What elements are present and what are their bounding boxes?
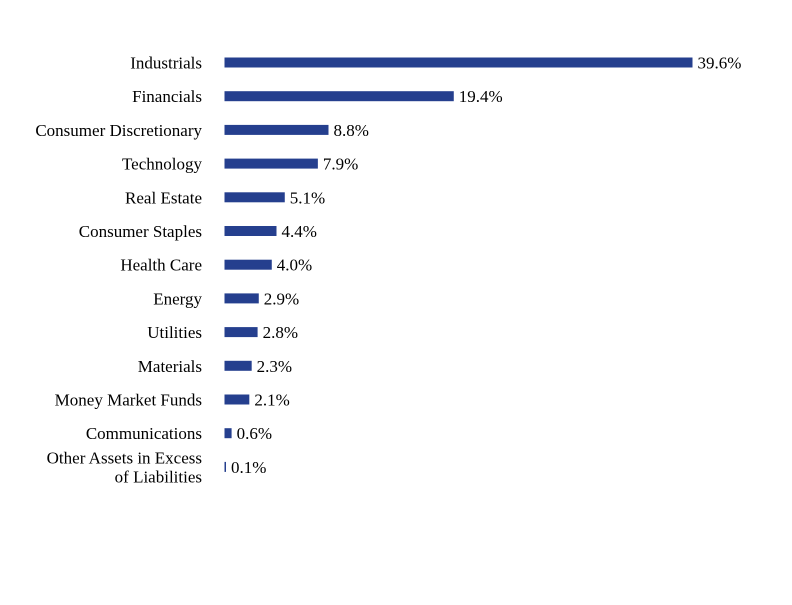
value-label-real-estate: 5.1% — [290, 188, 325, 207]
bar-real-estate — [224, 192, 285, 203]
bar-health-care — [224, 259, 272, 270]
category-label-consumer-staples: Consumer Staples — [79, 222, 202, 241]
value-label-materials: 2.3% — [257, 357, 292, 376]
value-labels-layer: 39.6% 19.4% 8.8% 7.9% 5.1% 4.4% 4.0% 2.9% 2.8% 2.… — [231, 54, 741, 477]
category-label-consumer-discretionary: Consumer Discretionary — [35, 121, 202, 140]
category-labels-layer: Industrials Financials Consumer Discretion… — [35, 54, 202, 487]
bar-materials — [224, 360, 252, 371]
category-label-financials: Financials — [132, 87, 202, 106]
category-label-health-care: Health Care — [120, 256, 202, 275]
bar-consumer-staples — [224, 226, 277, 236]
bar-utilities — [224, 327, 258, 338]
value-label-energy: 2.9% — [264, 289, 299, 308]
value-label-consumer-staples: 4.4% — [282, 222, 317, 241]
category-label-energy: Energy — [153, 289, 202, 308]
bar-energy — [224, 293, 259, 304]
bar-money-market-funds — [224, 394, 250, 405]
category-label-industrials: Industrials — [130, 54, 202, 73]
bar-other-assets-in-excess-of-liabilities — [224, 461, 226, 472]
value-label-communications: 0.6% — [237, 424, 272, 443]
value-label-consumer-discretionary: 8.8% — [334, 121, 369, 140]
value-label-industrials: 39.6% — [698, 54, 742, 73]
value-label-other-assets-in-excess-of-liabilities: 0.1% — [231, 458, 266, 477]
category-label-real-estate: Real Estate — [125, 188, 202, 207]
value-label-utilities: 2.8% — [263, 323, 298, 342]
bar-consumer-discretionary — [224, 124, 329, 135]
category-label-materials: Materials — [138, 357, 202, 376]
bars-layer — [224, 57, 693, 472]
category-label-technology: Technology — [122, 155, 203, 174]
category-label-utilities: Utilities — [147, 323, 202, 342]
value-label-money-market-funds: 2.1% — [254, 391, 289, 410]
bar-industrials — [224, 57, 693, 68]
category-label-other-assets-in-excess-of-liabilities: Other Assets in Excess of Liabilities — [47, 448, 202, 486]
value-label-financials: 19.4% — [459, 87, 503, 106]
value-label-health-care: 4.0% — [277, 256, 312, 275]
bar-communications — [224, 428, 232, 439]
bar-financials — [224, 91, 454, 102]
value-label-technology: 7.9% — [323, 155, 358, 174]
category-label-communications: Communications — [86, 424, 202, 443]
bar-technology — [224, 158, 318, 169]
category-label-money-market-funds: Money Market Funds — [55, 391, 202, 410]
